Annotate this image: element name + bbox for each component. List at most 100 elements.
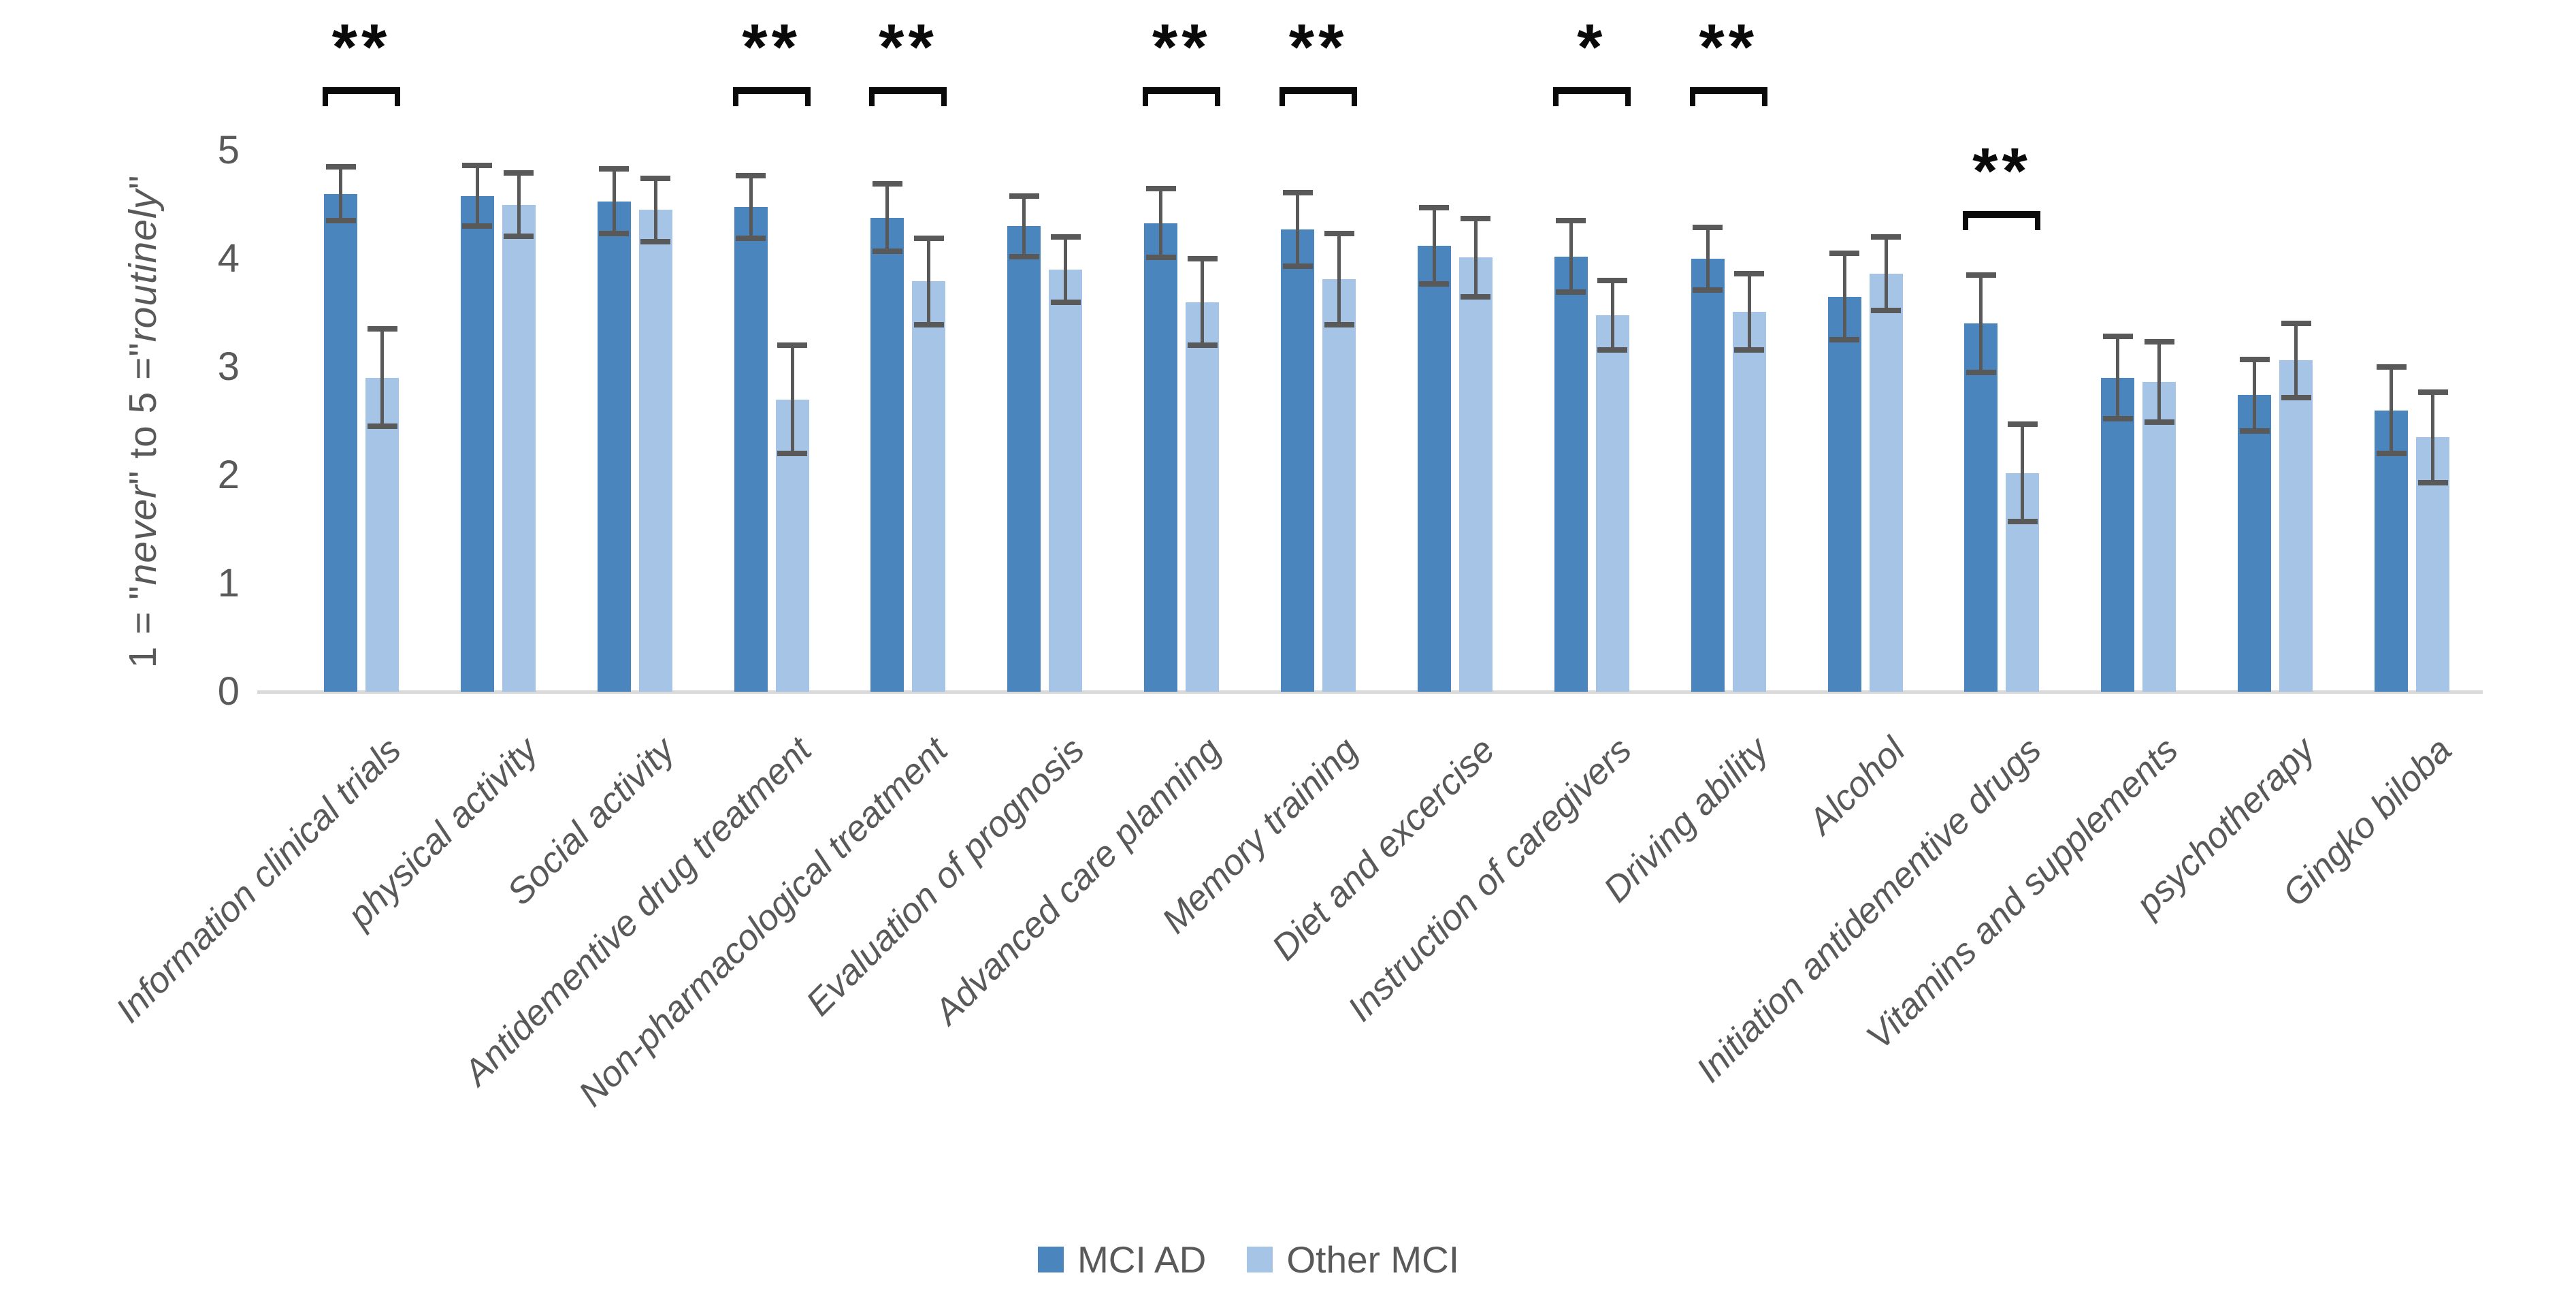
significance-bracket — [1552, 87, 1631, 106]
significance-bracket — [1963, 211, 2041, 230]
bar-other-mci — [1595, 315, 1629, 692]
error-bar-line — [885, 184, 890, 251]
error-bar-cap-top — [2376, 364, 2407, 370]
error-bar-cap-bottom — [1556, 289, 1586, 295]
error-bar-line — [1296, 193, 1300, 267]
error-bar-cap-bottom — [367, 423, 397, 430]
error-bar-cap-top — [1009, 193, 1039, 199]
bar-other-mci — [1732, 311, 1766, 692]
error-bar-cap-bottom — [1693, 287, 1723, 293]
bar-other-mci — [1869, 274, 1903, 692]
error-bar-cap-top — [777, 342, 808, 349]
error-bar-line — [380, 329, 384, 427]
bar-other-mci — [1186, 302, 1220, 692]
error-bar-line — [1337, 234, 1341, 325]
bar-mci-ad — [2238, 395, 2272, 692]
error-bar-cap-bottom — [504, 233, 534, 239]
bar-other-mci — [1049, 269, 1083, 692]
error-bar-cap-bottom — [872, 248, 902, 254]
error-bar-line — [1064, 237, 1068, 302]
error-bar-cap-top — [1145, 185, 1176, 191]
error-bar-cap-top — [2144, 339, 2174, 345]
significance-stars: ** — [1152, 11, 1211, 84]
significance-stars: ** — [742, 11, 801, 84]
error-bar-cap-top — [2239, 356, 2270, 362]
error-bar-cap-bottom — [1966, 369, 1996, 375]
error-bar-cap-bottom — [1187, 342, 1218, 349]
legend-swatch — [1037, 1247, 1064, 1272]
error-bar-cap-bottom — [2376, 451, 2407, 457]
bar-mci-ad — [1691, 259, 1725, 692]
y-axis-title-part: " — [121, 174, 165, 189]
error-bar-line — [1159, 188, 1163, 258]
error-bar-cap-bottom — [1829, 337, 1860, 343]
error-bar-cap-bottom — [1050, 299, 1081, 305]
legend-item: MCI AD — [1037, 1238, 1206, 1281]
error-bar-line — [1022, 195, 1026, 257]
error-bar-line — [1884, 237, 1888, 311]
significance-bracket — [323, 87, 400, 106]
error-bar-cap-top — [1461, 216, 1491, 222]
error-bar-cap-top — [1966, 272, 1996, 278]
bar-other-mci — [2142, 382, 2176, 692]
error-bar-cap-bottom — [325, 218, 356, 224]
error-bar-cap-bottom — [2144, 419, 2174, 426]
error-bar-cap-top — [1324, 231, 1354, 237]
error-bar-line — [339, 166, 342, 221]
error-bar-cap-bottom — [1282, 263, 1313, 270]
error-bar-cap-bottom — [462, 223, 493, 229]
error-bar-cap-bottom — [1419, 281, 1450, 287]
y-axis-tick-label: 5 — [217, 128, 240, 172]
error-bar-cap-bottom — [913, 321, 944, 327]
x-axis-baseline — [257, 690, 2483, 694]
significance-stars: ** — [331, 11, 391, 84]
error-bar-cap-top — [1734, 271, 1765, 277]
significance-bracket — [869, 87, 947, 106]
y-axis-tick-label: 2 — [217, 453, 240, 497]
error-bar-cap-bottom — [2239, 428, 2270, 434]
error-bar-cap-bottom — [1145, 255, 1176, 261]
bar-mci-ad — [1281, 229, 1315, 692]
error-bar-cap-bottom — [1324, 321, 1354, 327]
error-bar-cap-top — [1419, 205, 1450, 211]
error-bar-cap-bottom — [2417, 480, 2448, 486]
error-bar-line — [1610, 280, 1614, 350]
significance-stars: ** — [1972, 135, 2032, 208]
error-bar-cap-bottom — [2102, 416, 2133, 422]
bar-mci-ad — [1417, 245, 1451, 692]
y-axis-tick-label: 3 — [217, 345, 240, 389]
error-bar-line — [2294, 323, 2298, 398]
error-bar-line — [2021, 424, 2025, 522]
error-bar-line — [927, 238, 931, 325]
significance-stars: ** — [1699, 11, 1759, 84]
significance-bracket — [1689, 87, 1767, 106]
error-bar-line — [653, 178, 657, 242]
legend-item: Other MCI — [1247, 1238, 1459, 1281]
error-bar-line — [2431, 391, 2435, 483]
error-bar-cap-top — [504, 170, 534, 176]
error-bar-cap-top — [1871, 234, 1902, 240]
error-bar-line — [1842, 253, 1846, 340]
error-bar-cap-top — [872, 181, 902, 187]
legend: MCI AD Other MCI — [0, 1238, 2537, 1281]
bar-mci-ad — [1144, 223, 1178, 692]
bar-mci-ad — [870, 217, 904, 692]
error-bar-line — [2390, 367, 2394, 454]
bar-other-mci — [502, 204, 536, 692]
error-bar-cap-top — [2102, 334, 2133, 340]
error-bar-cap-top — [2007, 421, 2038, 428]
bar-mci-ad — [460, 195, 494, 692]
error-bar-cap-top — [462, 163, 493, 169]
error-bar-line — [1473, 219, 1478, 297]
error-bar-line — [2157, 342, 2162, 423]
significance-stars: * — [1577, 11, 1607, 84]
bar-mci-ad — [597, 201, 631, 692]
error-bar-cap-bottom — [2007, 519, 2038, 525]
error-bar-cap-bottom — [736, 235, 766, 241]
error-bar-cap-bottom — [1461, 293, 1491, 300]
error-bar-line — [1569, 221, 1573, 293]
bar-mci-ad — [324, 193, 357, 692]
error-bar-line — [790, 345, 794, 454]
error-bar-cap-top — [599, 166, 630, 172]
